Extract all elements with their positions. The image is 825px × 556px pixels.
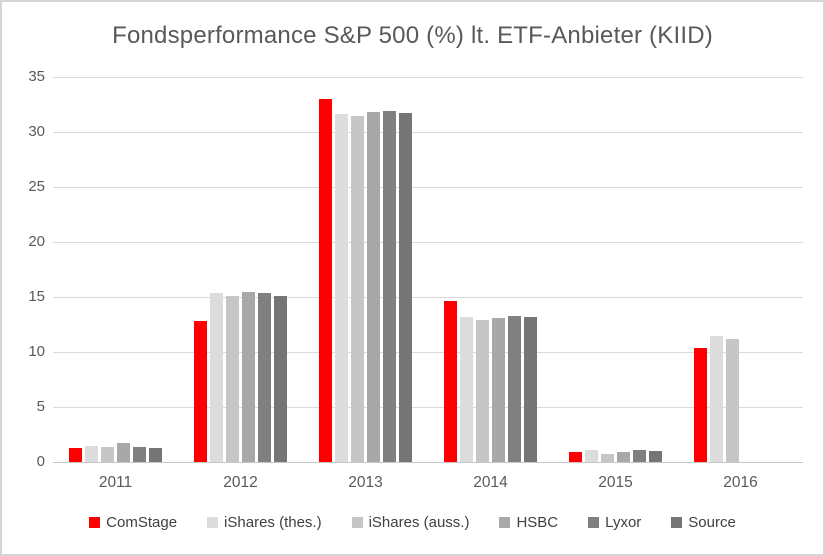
bar-hsbc-2013 (367, 112, 380, 462)
x-axis: 2011 2012 2013 2014 2015 2016 (53, 474, 803, 494)
legend: ComStage iShares (thes.) iShares (auss.) HS… (2, 514, 823, 531)
bar-source-2011 (149, 447, 162, 462)
bar-comstage-2016 (694, 347, 707, 462)
bar-hsbc-2011 (117, 443, 130, 462)
x-tick-label-2011: 2011 (98, 474, 133, 491)
bar-ishares-thes--2013 (335, 114, 348, 462)
bar-group-2013 (303, 77, 428, 462)
legend-label: iShares (auss.) (368, 514, 470, 531)
bar-lyxor-2012 (258, 292, 271, 462)
legend-swatch-icon (671, 517, 683, 528)
legend-swatch-icon (351, 517, 363, 528)
x-tick-label-2013: 2013 (348, 474, 383, 491)
bar-lyxor-2013 (383, 111, 396, 462)
x-tick-label-2014: 2014 (473, 474, 508, 491)
legend-label: HSBC (516, 514, 559, 531)
legend-label: ComStage (106, 514, 178, 531)
bar-ishares-auss--2016 (726, 338, 739, 462)
legend-swatch-icon (588, 517, 600, 528)
bar-ishares-auss--2012 (226, 295, 239, 462)
y-tick-label: 30 (28, 123, 45, 140)
bar-comstage-2012 (194, 321, 207, 462)
y-tick-label: 25 (28, 178, 45, 195)
bar-source-2013 (399, 113, 412, 462)
bar-group-2011 (53, 77, 178, 462)
bar-comstage-2014 (444, 301, 457, 462)
legend-item-ishares-auss-: iShares (auss.) (351, 514, 470, 531)
gridline (53, 76, 803, 78)
bar-source-2012 (274, 295, 287, 462)
bar-lyxor-2015 (633, 449, 646, 462)
legend-label: Lyxor (605, 514, 642, 531)
y-tick-label: 0 (36, 453, 45, 470)
bar-source-2014 (524, 316, 537, 462)
bar-group-2014 (428, 77, 553, 462)
bar-ishares-thes--2014 (460, 316, 473, 462)
x-tick-label-2015: 2015 (598, 474, 633, 491)
bar-ishares-auss--2015 (601, 454, 614, 462)
bar-hsbc-2014 (492, 317, 505, 462)
bar-ishares-thes--2015 (585, 449, 598, 462)
bar-group-2015 (553, 77, 678, 462)
bar-ishares-auss--2014 (476, 320, 489, 462)
legend-item-lyxor: Lyxor (588, 514, 641, 531)
legend-swatch-icon (89, 517, 101, 528)
gridline (53, 296, 803, 298)
gridline (53, 186, 803, 188)
plot-area: 0 5 10 15 20 25 30 35 (28, 68, 803, 470)
bar-hsbc-2012 (242, 291, 255, 462)
bar-ishares-thes--2016 (710, 335, 723, 462)
bar-ishares-auss--2011 (101, 446, 114, 462)
y-tick-label: 15 (28, 288, 45, 305)
bar-ishares-thes--2011 (85, 445, 98, 462)
x-tick-label-2012: 2012 (223, 474, 258, 491)
gridline (53, 131, 803, 133)
gridline (53, 406, 803, 408)
legend-item-source: Source (671, 514, 736, 531)
gridline (53, 241, 803, 243)
bar-ishares-thes--2012 (210, 292, 223, 462)
x-axis-line (53, 461, 803, 463)
bar-source-2015 (649, 451, 662, 462)
bar-lyxor-2011 (133, 446, 146, 462)
bar-lyxor-2014 (508, 315, 521, 462)
legend-swatch-icon (499, 517, 511, 528)
bar-ishares-auss--2013 (351, 115, 364, 462)
y-tick-label: 35 (28, 68, 45, 85)
gridline (53, 351, 803, 353)
bar-comstage-2013 (319, 99, 332, 462)
legend-item-ishares-thes-: iShares (thes.) (207, 514, 322, 531)
legend-item-hsbc: HSBC (499, 514, 558, 531)
legend-label: iShares (thes.) (224, 514, 322, 531)
y-tick-label: 20 (28, 233, 45, 250)
bar-comstage-2011 (69, 447, 82, 462)
bar-group-2012 (178, 77, 303, 462)
bar-group-2016 (678, 77, 803, 462)
legend-swatch-icon (207, 517, 219, 528)
bar-hsbc-2015 (617, 452, 630, 462)
y-tick-label: 5 (36, 398, 45, 415)
y-tick-label: 10 (28, 343, 45, 360)
x-tick-label-2016: 2016 (723, 474, 758, 491)
legend-item-comstage: ComStage (89, 514, 177, 531)
bar-comstage-2015 (569, 452, 582, 462)
chart-title: Fondsperformance S&P 500 (%) lt. ETF-Anb… (112, 22, 713, 49)
legend-label: Source (688, 514, 736, 531)
